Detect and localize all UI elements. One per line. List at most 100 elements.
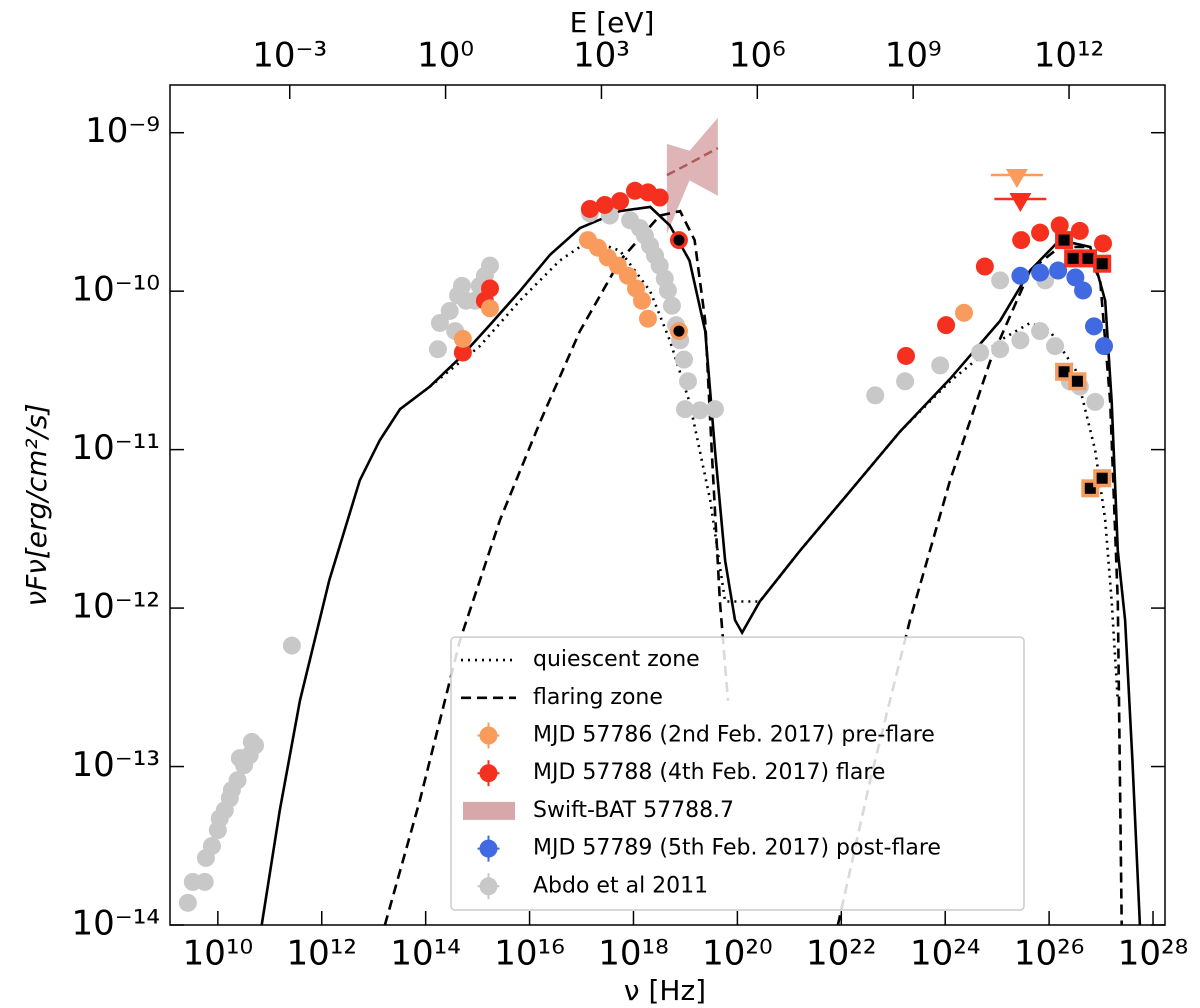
- data-point: [282, 636, 301, 655]
- data-point: [675, 400, 694, 419]
- axes: 10⁻⁹ 10⁻¹⁰ 10⁻¹¹ 10⁻¹² 10⁻¹³ 10⁻¹⁴ 10¹⁰ 10¹² 10¹…: [72, 36, 1189, 974]
- square-inner: [1058, 366, 1070, 378]
- data-point: [955, 303, 974, 322]
- data-point: [658, 281, 677, 300]
- legend-patch: [463, 801, 515, 820]
- data-point: [1070, 221, 1089, 240]
- square-inner: [1071, 375, 1083, 387]
- data-point: [440, 301, 459, 320]
- data-point: [896, 372, 915, 391]
- highlight-inner: [673, 234, 685, 246]
- square-point: [1093, 254, 1112, 273]
- x2-axis-label: E [eV]: [570, 6, 655, 39]
- data-point: [242, 732, 261, 751]
- x2-tick-label: 10³: [573, 36, 630, 76]
- data-point: [449, 286, 468, 305]
- data-point: [1031, 223, 1050, 242]
- data-point: [480, 279, 499, 298]
- x-tick-label: 10¹⁶: [494, 934, 565, 974]
- x2-tick-label: 10⁰: [417, 36, 474, 76]
- x-axis-label: ν [Hz]: [624, 974, 706, 1007]
- data-point: [1094, 234, 1113, 253]
- axes-frame: [169, 84, 1166, 926]
- data-point: [1084, 317, 1103, 336]
- x-tick-label: 10¹⁴: [390, 934, 461, 974]
- data-point: [638, 309, 657, 328]
- data-point: [931, 356, 950, 375]
- data-point: [662, 296, 681, 315]
- legend-label: MJD 57788 (4th Feb. 2017) flare: [533, 760, 885, 785]
- data-point: [230, 749, 249, 768]
- legend-label: quiescent zone: [533, 647, 700, 672]
- data-point: [650, 188, 669, 207]
- square-point: [1068, 372, 1087, 391]
- data-point: [453, 343, 472, 362]
- swift-band: [666, 117, 718, 234]
- data-point: [1066, 268, 1085, 287]
- data-point: [705, 400, 724, 419]
- legend-marker: [479, 839, 498, 858]
- x-tick-label: 10²⁴: [910, 934, 981, 974]
- x2-tick-label: 10⁶: [729, 36, 786, 76]
- data-point: [430, 313, 449, 332]
- swift-line: [666, 146, 719, 177]
- square-point: [1064, 249, 1083, 268]
- legend-marker: [479, 877, 498, 896]
- x-tick-label: 10¹⁸: [598, 934, 669, 974]
- data-point: [1074, 281, 1093, 300]
- data-point: [178, 893, 197, 912]
- legend: quiescent zone flaring zone MJD 57786 (2nd…: [450, 636, 1025, 911]
- y-tick-label: 10⁻¹³: [72, 745, 160, 785]
- legend-label: Abdo et al 2011: [533, 873, 708, 898]
- x-tick-label: 10²⁶: [1014, 934, 1085, 974]
- model-line: [260, 205, 1142, 925]
- square-inner: [1096, 472, 1108, 484]
- square-inner: [1096, 258, 1108, 270]
- y-tick-label: 10⁻⁹: [85, 111, 160, 151]
- plot-area: [178, 117, 1142, 925]
- square-point: [1093, 469, 1112, 488]
- data-point: [1031, 322, 1050, 341]
- data-point: [1086, 392, 1105, 411]
- highlight-point: [669, 322, 688, 341]
- data-point: [975, 257, 994, 276]
- data-point: [866, 386, 885, 405]
- y-tick-label: 10⁻¹²: [72, 587, 160, 627]
- x2-tick-label: 10¹²: [1034, 36, 1105, 76]
- data-point: [1095, 337, 1114, 356]
- data-point: [453, 329, 472, 348]
- upper-limit: [1009, 193, 1032, 213]
- square-point: [1078, 249, 1097, 268]
- data-point: [991, 340, 1010, 359]
- legend-label: MJD 57789 (5th Feb. 2017) post-flare: [533, 836, 941, 861]
- y-tick-label: 10⁻¹⁴: [72, 904, 160, 944]
- data-point: [690, 401, 709, 420]
- legend-label: flaring zone: [533, 685, 663, 710]
- data-point: [1011, 331, 1030, 350]
- legend-marker: [479, 726, 498, 745]
- square-inner: [1082, 252, 1094, 264]
- legend-label: Swift-BAT 57788.7: [533, 798, 734, 823]
- data-point: [937, 316, 956, 335]
- data-point: [897, 346, 916, 365]
- y-tick-label: 10⁻¹¹: [72, 428, 160, 468]
- data-point: [1050, 216, 1069, 235]
- data-point: [228, 771, 247, 790]
- square-inner: [1058, 234, 1070, 246]
- y-axis-label: νFν[erg/cm²/s]: [20, 403, 53, 606]
- highlight-inner: [673, 325, 685, 337]
- data-point: [633, 291, 652, 310]
- x-tick-label: 10¹⁰: [183, 934, 254, 974]
- legend-box: [450, 636, 1025, 911]
- data-point: [1011, 266, 1030, 285]
- data-point: [971, 343, 990, 362]
- legend-label: MJD 57786 (2nd Feb. 2017) pre-flare: [533, 723, 935, 748]
- x-tick-label: 10¹²: [286, 934, 357, 974]
- data-point: [202, 837, 221, 856]
- data-point: [480, 256, 499, 275]
- upper-limit: [1005, 169, 1028, 189]
- data-point: [991, 271, 1010, 290]
- data-point: [1049, 261, 1068, 280]
- data-point: [675, 350, 694, 369]
